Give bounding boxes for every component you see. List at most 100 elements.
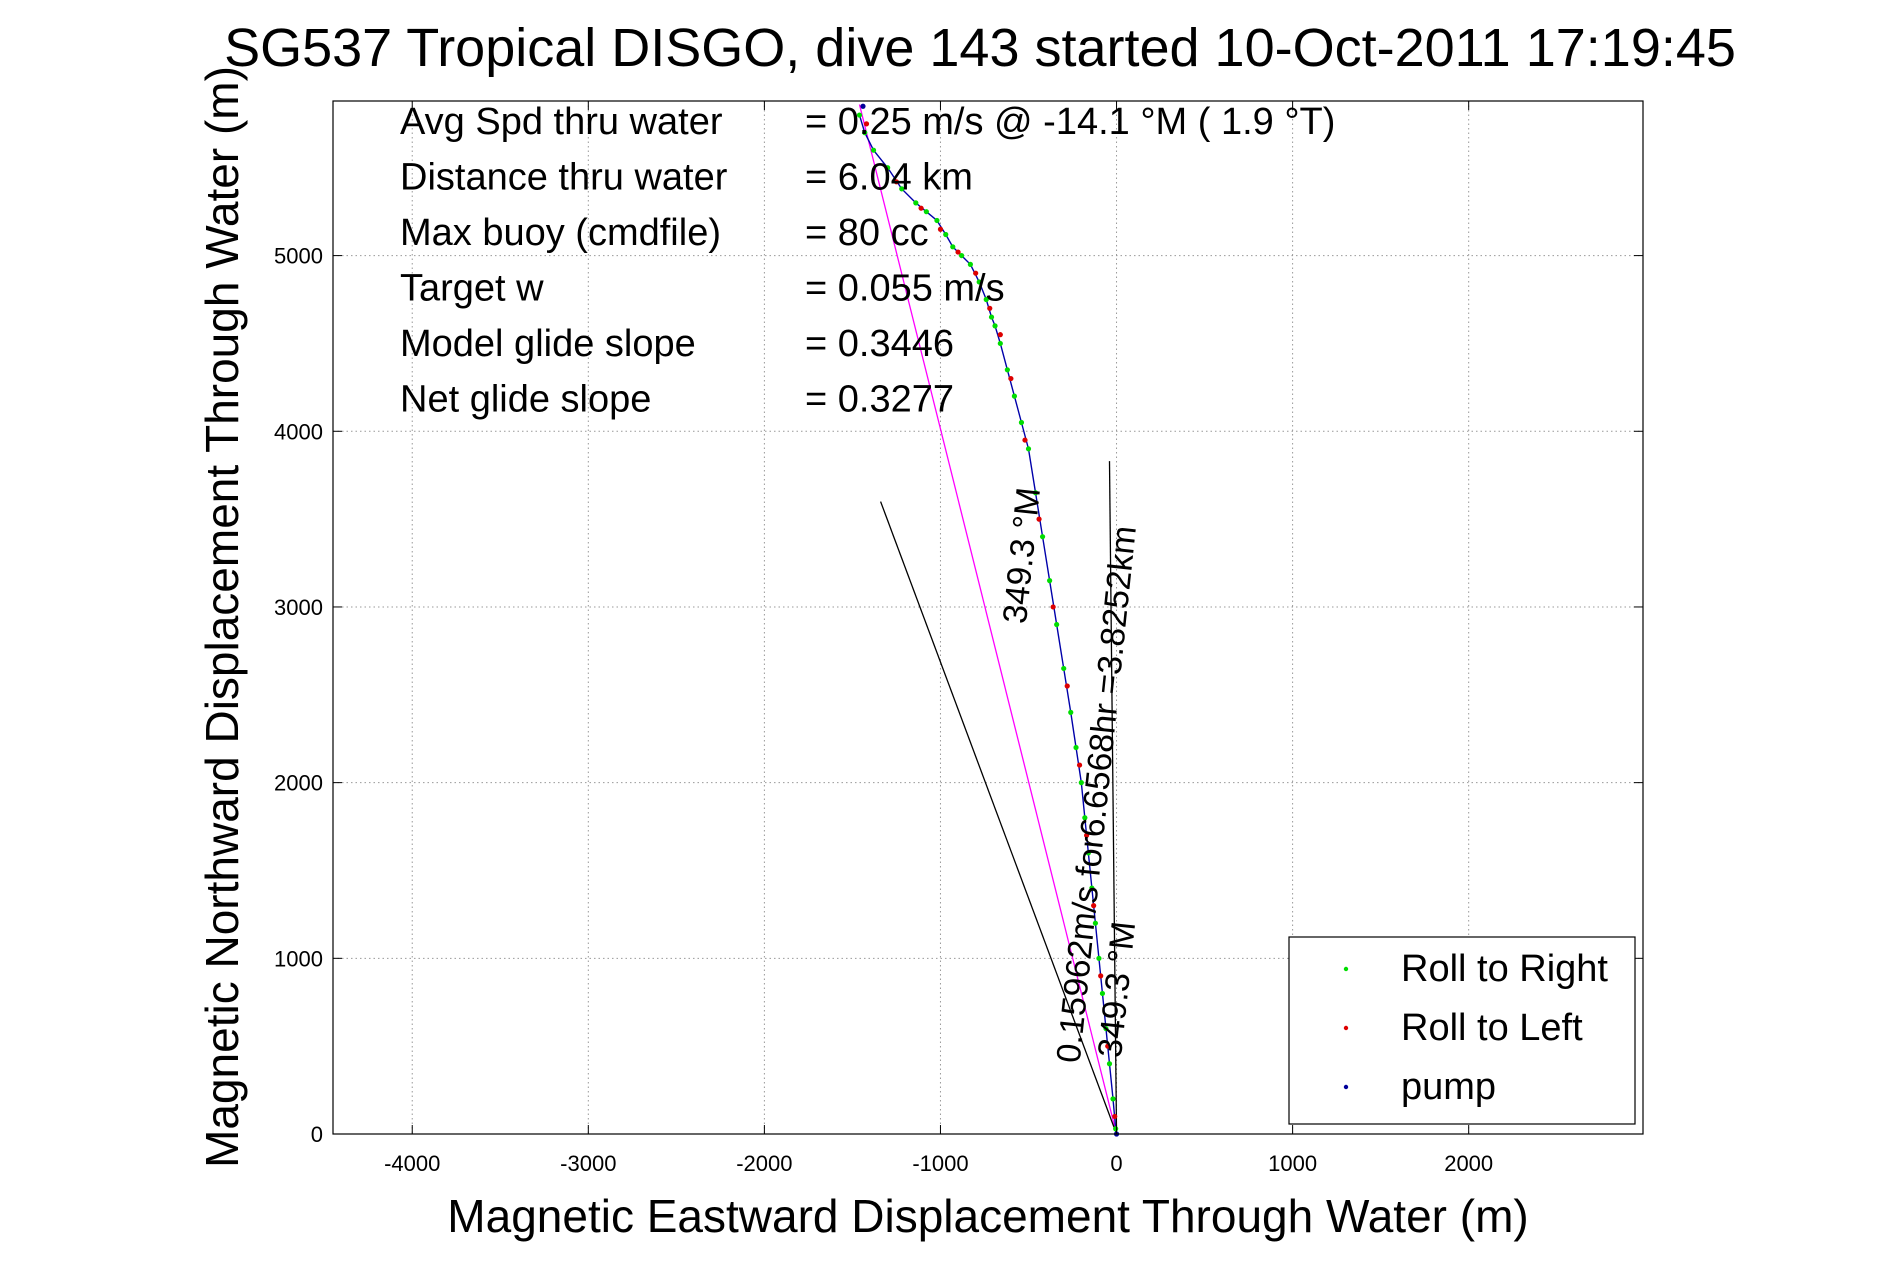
stat-label: Net glide slope bbox=[400, 379, 651, 421]
data-point bbox=[983, 296, 989, 303]
data-point bbox=[1092, 920, 1099, 926]
data-point bbox=[1078, 780, 1084, 786]
track-annotation: 349.3 °M bbox=[996, 486, 1048, 626]
data-point bbox=[1082, 815, 1088, 821]
points-layer bbox=[856, 103, 1120, 1137]
stat-value: = 0.3277 bbox=[805, 379, 954, 421]
legend: Roll to Right Roll to Left pump bbox=[1288, 936, 1636, 1125]
stat-label: Model glide slope bbox=[400, 323, 696, 365]
y-tick-label: 1000 bbox=[274, 946, 323, 971]
y-tick-label: 5000 bbox=[274, 244, 323, 269]
x-tick-label: -2000 bbox=[736, 1151, 792, 1176]
data-point bbox=[1089, 885, 1095, 891]
data-point bbox=[997, 340, 1003, 347]
data-point bbox=[988, 314, 995, 320]
data-point bbox=[958, 252, 965, 259]
legend-label: pump bbox=[1401, 1066, 1496, 1108]
stats-panel: Avg Spd thru water = 0.25 m/s @ -14.1 °M … bbox=[400, 101, 1335, 421]
data-point bbox=[1036, 516, 1042, 522]
stat-label: Max buoy (cmdfile) bbox=[400, 212, 721, 254]
stat-value: = 0.25 m/s @ -14.1 °M ( 1.9 °T) bbox=[805, 101, 1335, 143]
data-point bbox=[1004, 367, 1010, 373]
data-point bbox=[1112, 1113, 1118, 1120]
data-point bbox=[899, 186, 905, 192]
x-tick-label: 2000 bbox=[1444, 1151, 1493, 1176]
data-point bbox=[1068, 709, 1074, 715]
legend-label: Roll to Right bbox=[1401, 948, 1608, 990]
data-point bbox=[913, 200, 919, 206]
data-point bbox=[1106, 1061, 1113, 1067]
data-point bbox=[1025, 446, 1032, 452]
stat-value: = 80 cc bbox=[805, 212, 929, 254]
data-point bbox=[1022, 437, 1028, 443]
data-point bbox=[923, 209, 929, 215]
data-point bbox=[860, 103, 866, 109]
data-point bbox=[934, 217, 940, 224]
data-point bbox=[973, 270, 979, 276]
data-point bbox=[1039, 534, 1046, 540]
data-point bbox=[997, 332, 1003, 338]
data-point bbox=[955, 249, 961, 255]
data-point bbox=[1110, 1096, 1116, 1102]
plot-frame bbox=[332, 100, 1644, 1135]
stat-value: = 0.3446 bbox=[805, 323, 954, 365]
x-tick-label: -1000 bbox=[912, 1151, 968, 1176]
data-point bbox=[1105, 1043, 1111, 1049]
x-tick-label: 0 bbox=[1110, 1151, 1122, 1176]
ticks-layer: -4000 -3000 -2000 -1000 0 1000 2000 0 1000 2000 30… bbox=[274, 101, 1643, 1176]
data-point bbox=[1018, 419, 1025, 426]
data-point bbox=[1008, 375, 1014, 382]
y-tick-label: 4000 bbox=[274, 419, 323, 444]
data-point bbox=[885, 165, 891, 171]
reference-line bbox=[879, 501, 1118, 1135]
stat-label: Avg Spd thru water bbox=[400, 101, 723, 143]
data-point bbox=[1113, 1126, 1119, 1132]
data-point bbox=[1047, 578, 1053, 584]
data-point bbox=[987, 305, 993, 311]
legend-marker bbox=[1343, 966, 1349, 972]
y-tick-label: 0 bbox=[311, 1122, 323, 1147]
data-point bbox=[862, 130, 868, 136]
data-point bbox=[893, 179, 900, 185]
data-point bbox=[1064, 683, 1070, 689]
data-point bbox=[1098, 973, 1104, 979]
y-axis-label: Magnetic Northward Displacement Through … bbox=[196, 66, 248, 1168]
stat-value: = 6.04 km bbox=[805, 157, 973, 199]
data-point bbox=[1084, 832, 1090, 838]
data-point bbox=[967, 261, 973, 267]
chart-title: SG537 Tropical DISGO, dive 143 started 1… bbox=[224, 18, 1736, 78]
y-tick-label: 2000 bbox=[274, 771, 323, 796]
data-point bbox=[1011, 393, 1018, 399]
x-tick-label: 1000 bbox=[1268, 1151, 1317, 1176]
data-point bbox=[1096, 955, 1102, 961]
data-point bbox=[943, 231, 949, 238]
x-axis-label: Magnetic Eastward Displacement Through W… bbox=[447, 1190, 1528, 1242]
data-point bbox=[976, 279, 982, 285]
data-point bbox=[1073, 744, 1079, 751]
reference-line bbox=[1108, 461, 1118, 1135]
y-tick-label: 3000 bbox=[274, 595, 323, 620]
legend-label: Roll to Left bbox=[1401, 1007, 1583, 1049]
data-point bbox=[1032, 490, 1039, 496]
data-point bbox=[863, 121, 870, 127]
data-point bbox=[1061, 665, 1067, 672]
reference-line bbox=[858, 104, 1118, 1135]
stat-value: = 0.055 m/s bbox=[805, 268, 1005, 310]
data-point bbox=[1103, 1025, 1109, 1032]
data-point bbox=[1099, 990, 1106, 997]
data-point bbox=[937, 226, 944, 232]
data-point bbox=[1091, 903, 1097, 909]
data-point bbox=[1085, 850, 1091, 856]
x-tick-label: -4000 bbox=[384, 1151, 440, 1176]
data-point bbox=[856, 112, 863, 118]
legend-marker bbox=[1343, 1084, 1349, 1090]
stat-label: Target w bbox=[400, 268, 544, 310]
data-point bbox=[918, 205, 924, 211]
stat-label: Distance thru water bbox=[400, 157, 728, 199]
data-point bbox=[870, 147, 877, 153]
data-point bbox=[1054, 621, 1060, 628]
data-point bbox=[950, 244, 956, 250]
